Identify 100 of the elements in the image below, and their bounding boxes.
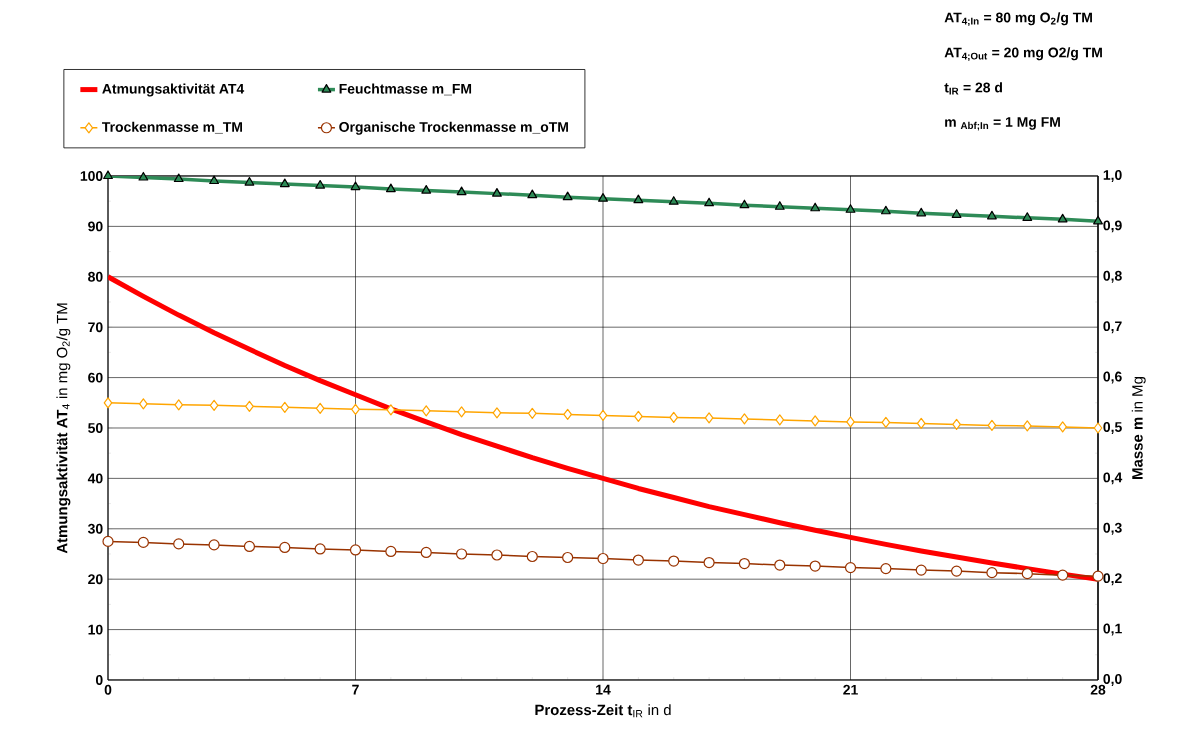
text: AT$_{4;In}$ = 80 mg O$_{2}$/g TM	[944, 12, 1092, 26]
point	[950, 565, 963, 577]
point	[526, 550, 538, 563]
point	[103, 397, 113, 409]
legend-label: Organische Trockenmasse m_oTM	[339, 121, 568, 135]
point	[174, 399, 184, 411]
legend-label: Atmungsaktivität AT4	[102, 83, 245, 97]
y-tick-label: 50	[88, 423, 103, 433]
point	[703, 556, 715, 569]
point	[351, 403, 360, 415]
y2-tick-label: 0,3	[1103, 522, 1122, 535]
point	[243, 540, 256, 553]
y-tick-label: 100	[80, 171, 103, 181]
y-tick-label: 30	[87, 523, 103, 534]
point	[208, 539, 220, 551]
y2-tick-label: 0,9	[1103, 220, 1122, 233]
point	[1057, 569, 1069, 581]
y-tick-label: 0	[95, 675, 103, 685]
point	[563, 408, 572, 420]
point	[846, 416, 855, 428]
point	[349, 544, 362, 556]
point	[173, 173, 184, 183]
point	[844, 561, 857, 574]
point	[103, 170, 113, 180]
x-tick-label: 14	[596, 684, 611, 695]
point	[597, 552, 609, 565]
point	[1092, 570, 1104, 582]
text: AT$_{4;Out}$ = 20 mg O2/g TM	[944, 47, 1102, 61]
point	[139, 398, 148, 410]
point	[527, 407, 537, 419]
point	[704, 412, 714, 424]
y2-tick-label: 0,0	[1103, 674, 1122, 686]
point	[209, 399, 219, 411]
y-tick-label: 60	[88, 372, 103, 383]
y2-tick-label: 0,8	[1103, 270, 1122, 283]
point	[562, 191, 573, 201]
point	[1021, 568, 1033, 580]
y-tick-label: 20	[88, 574, 103, 585]
point	[915, 564, 927, 576]
x-tick-label: 0	[104, 684, 112, 695]
point	[314, 543, 326, 555]
y-tick-label: 10	[88, 624, 103, 635]
y2-tick-label: 0,6	[1103, 371, 1122, 384]
point	[669, 411, 679, 423]
text: t$_{IR}$ = 28 d	[944, 82, 1002, 95]
y2-tick-label: 0,2	[1103, 573, 1122, 586]
point	[668, 555, 680, 567]
point	[1022, 420, 1032, 432]
x-tick-label: 7	[352, 684, 359, 695]
y-tick-label: 90	[88, 221, 103, 232]
point	[881, 416, 891, 429]
y2-tick-label: 0,4	[1103, 472, 1123, 485]
point	[420, 546, 432, 559]
point	[137, 536, 149, 548]
y-tick-label: 70	[88, 322, 103, 333]
point	[1057, 213, 1068, 223]
y2-tick-label: 0,1	[1103, 623, 1122, 636]
point	[279, 178, 290, 188]
point	[740, 413, 749, 425]
point	[457, 406, 466, 418]
point	[632, 554, 644, 566]
point	[986, 567, 998, 579]
point	[455, 548, 468, 560]
point	[173, 538, 185, 550]
point	[810, 202, 821, 212]
y-tick-label: 80	[88, 271, 103, 282]
x-axis-title: Prozess-Zeit t$_{IR}$ in d	[535, 704, 671, 718]
point	[209, 175, 220, 185]
point	[1093, 422, 1103, 434]
point	[633, 194, 644, 204]
point	[527, 189, 538, 199]
x-tick-label: 28	[1090, 684, 1106, 695]
point	[102, 535, 114, 547]
x-tick-label: 21	[843, 684, 858, 695]
y2-axis-title: Masse m in Mg	[1131, 377, 1146, 479]
point	[245, 400, 254, 412]
legend-label: Feuchtmasse m_FM	[339, 83, 472, 96]
point	[491, 549, 503, 561]
text: m $_{Abf;In}$ = 1 Mg FM	[945, 117, 1060, 131]
y2-tick-label: 1,0	[1103, 170, 1122, 182]
point	[668, 196, 679, 205]
y-tick-label: 40	[87, 473, 103, 484]
point	[280, 401, 290, 413]
point	[809, 560, 821, 572]
point	[421, 185, 432, 194]
point	[350, 181, 361, 191]
point	[1058, 421, 1067, 433]
point	[279, 541, 291, 554]
point	[386, 404, 396, 416]
point	[598, 193, 608, 202]
point	[315, 402, 325, 414]
point	[456, 186, 467, 196]
point	[774, 201, 785, 210]
point	[385, 183, 396, 193]
point	[244, 176, 255, 186]
point	[1093, 215, 1103, 225]
y2-tick-label: 0,5	[1103, 422, 1122, 434]
point	[880, 205, 891, 215]
y2-tick-label: 0,7	[1103, 321, 1122, 334]
point	[598, 409, 608, 421]
